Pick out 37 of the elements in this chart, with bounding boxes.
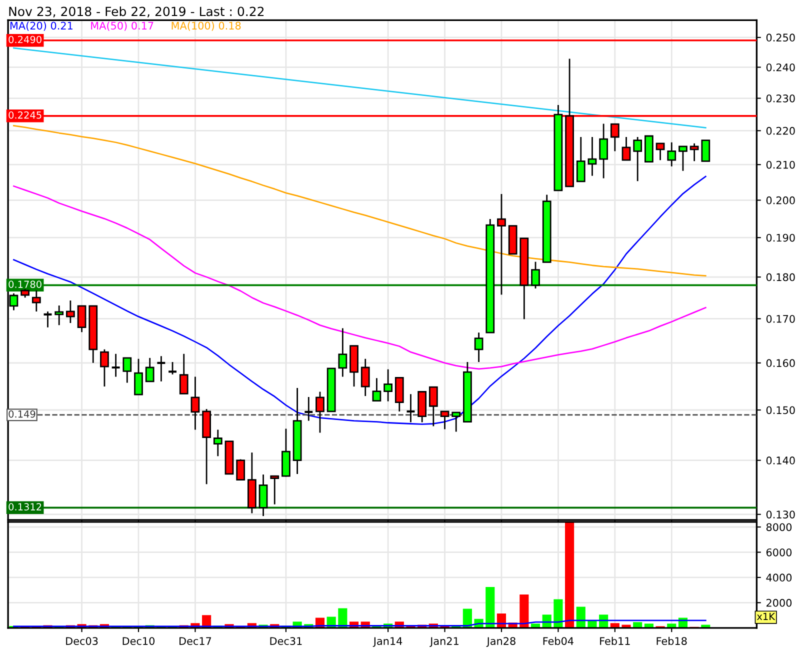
x-tick-label: Feb04 <box>543 636 574 645</box>
x-tick-label: Jan14 <box>372 637 402 647</box>
y-tick-label: 0.230 <box>766 94 795 102</box>
y-tick-label: 2000 <box>766 598 792 607</box>
y-tick-label: 8000 <box>766 523 792 532</box>
x-tick-label: Jan21 <box>430 637 458 647</box>
y-tick-label: 6000 <box>766 548 792 556</box>
ref-line-label: 0.1780 <box>8 280 42 288</box>
y-tick-label: 0.130 <box>766 510 795 518</box>
y-tick-label: 0.200 <box>766 196 795 204</box>
y-tick-label: 0.240 <box>766 63 795 72</box>
y-tick-label: 4000 <box>766 574 792 582</box>
ref-line-label: 0.1312 <box>8 503 42 510</box>
x-tick-label: Feb18 <box>656 636 687 645</box>
y-tick-label: 0.210 <box>766 160 795 169</box>
x-tick-label: Dec31 <box>270 637 302 645</box>
y-tick-label: 0.180 <box>766 273 795 282</box>
x-tick-label: Dec17 <box>180 637 212 645</box>
y-tick-label: 0.140 <box>766 456 795 464</box>
x-tick-label: Feb11 <box>600 636 630 645</box>
x-tick-label: Dec03 <box>66 637 98 645</box>
text: MA(100) 0.18 <box>172 22 241 31</box>
text: MA(20) 0.21 <box>10 22 72 31</box>
y-tick-label: 0.170 <box>766 314 795 323</box>
chart-title: Nov 23, 2018 - Feb 22, 2019 - Last : 0.22 <box>9 6 264 18</box>
ref-line-label: 0.149 <box>8 410 36 418</box>
y-axis-title: x1K <box>756 612 776 620</box>
ref-line-label: 0.2490 <box>8 36 42 44</box>
y-tick-label: 0.220 <box>766 126 795 135</box>
x-tick-label: Dec10 <box>122 637 155 645</box>
y-tick-label: 0.160 <box>766 359 795 368</box>
y-tick-label: 0.150 <box>766 406 795 414</box>
ref-line-label: 0.2245 <box>8 111 42 119</box>
text: MA(50) 0.17 <box>91 22 154 31</box>
y-tick-label: 0.250 <box>766 34 795 42</box>
x-tick-label: Jan28 <box>486 637 516 647</box>
y-tick-label: 0.190 <box>766 234 795 242</box>
